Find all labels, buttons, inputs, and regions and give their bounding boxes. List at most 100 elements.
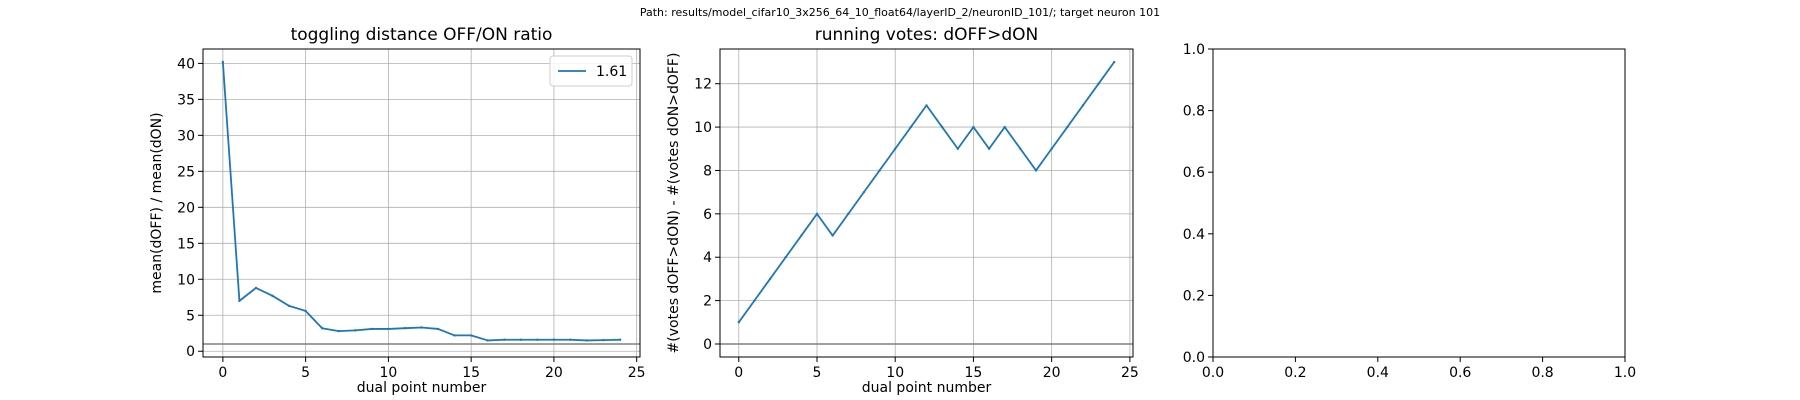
y-tick-label: 0 <box>186 344 195 360</box>
y-tick-label: 0.0 <box>1183 350 1205 366</box>
data-point <box>552 338 556 341</box>
y-tick-label: 10 <box>694 120 712 136</box>
data-point <box>894 147 897 150</box>
data-point <box>238 299 241 303</box>
data-point <box>420 326 423 329</box>
y-tick-label: 5 <box>186 308 195 324</box>
y-tick-label: 0.4 <box>1183 227 1205 243</box>
x-tick-label: 5 <box>301 365 310 381</box>
y-tick-label: 2 <box>703 294 712 310</box>
y-tick-label: 0 <box>703 337 712 353</box>
data-point <box>753 299 756 302</box>
x-tick-label: 15 <box>965 365 983 381</box>
legend-box <box>549 55 633 87</box>
data-point <box>354 329 357 332</box>
x-tick-label: 20 <box>545 365 563 381</box>
data-point <box>320 327 324 330</box>
data-point <box>254 286 258 290</box>
y-tick-label: 0.2 <box>1183 288 1205 304</box>
plot-frame <box>202 48 641 358</box>
data-point <box>519 338 523 341</box>
y-tick-label: 15 <box>177 236 195 252</box>
data-point <box>403 327 407 330</box>
data-point <box>486 339 489 342</box>
data-point <box>925 104 928 107</box>
x-tick-label: 20 <box>1043 365 1061 381</box>
y-tick-label: 8 <box>703 163 712 179</box>
data-point <box>878 169 881 172</box>
y-axis-label: #(votes dOFF>dON) - #(votes dON>dOFF) <box>666 53 682 354</box>
y-tick-label: 20 <box>177 200 195 216</box>
x-tick-label: 0.6 <box>1449 365 1471 381</box>
x-tick-label: 25 <box>628 365 646 381</box>
series-line-1 <box>738 61 1115 323</box>
data-point <box>1066 125 1069 129</box>
data-point <box>815 212 819 216</box>
data-point <box>800 234 803 237</box>
chart-panel-3: 0.0 0.2 0.4 0.6 0.8 1.0 0.0 0.2 0.4 0.6 0.8 1.0 <box>1183 42 1636 381</box>
data-point <box>862 190 866 194</box>
plot-frame <box>719 48 1134 358</box>
legend-entry: 1.61 <box>596 64 627 80</box>
data-point <box>1050 147 1053 150</box>
y-tick-label: 10 <box>177 272 195 288</box>
data-point <box>847 212 850 216</box>
x-tick-label: 25 <box>1121 365 1139 381</box>
chart-title: toggling distance OFF/ON ratio <box>291 25 553 45</box>
x-tick-label: 0 <box>218 365 227 381</box>
series-line-1 <box>221 61 621 342</box>
data-point <box>1034 169 1038 172</box>
data-point <box>768 277 772 281</box>
y-tick-label: 40 <box>177 56 195 72</box>
x-axis-label: dual point number <box>357 380 487 396</box>
data-point <box>337 329 340 333</box>
x-tick-label: 10 <box>379 365 397 381</box>
data-point <box>909 125 913 129</box>
x-tick-label: 1.0 <box>1614 365 1636 381</box>
x-tick-label: 0 <box>734 365 743 381</box>
data-point <box>469 334 473 337</box>
x-tick-label: 0.8 <box>1531 365 1553 381</box>
y-tick-label: 1.0 <box>1183 42 1205 58</box>
x-axis-label: dual point number <box>862 380 992 396</box>
x-tick-label: 15 <box>462 365 480 381</box>
data-point <box>987 147 991 150</box>
data-point <box>453 334 456 337</box>
data-point <box>271 294 274 298</box>
data-point <box>1081 104 1085 107</box>
chart-panel-2: 0 5 10 15 20 25 0 2 4 6 8 10 12 running votes: dOFF>d… <box>666 25 1139 396</box>
x-tick-label: 5 <box>813 365 822 381</box>
data-point <box>436 327 440 331</box>
y-axis-label: mean(dOFF) / mean(dON) <box>149 112 165 293</box>
y-tick-label: 30 <box>177 128 195 144</box>
data-point <box>831 234 834 237</box>
figure-suptitle: Path: results/model_cifar10_3x256_64_10_… <box>640 6 1160 19</box>
y-tick-label: 0.6 <box>1183 165 1205 181</box>
legend: 1.61 <box>549 55 633 87</box>
data-point <box>1003 125 1006 129</box>
data-point <box>1097 82 1100 85</box>
x-tick-label: 0.2 <box>1284 365 1306 381</box>
data-point <box>536 338 539 341</box>
data-point <box>737 321 740 324</box>
y-tick-label: 25 <box>177 164 195 180</box>
y-tick-label: 4 <box>703 250 712 266</box>
data-point <box>585 339 589 342</box>
x-tick-label: 0.0 <box>1202 365 1224 381</box>
chart-title: running votes: dOFF>dON <box>815 25 1038 45</box>
data-point <box>221 60 225 64</box>
data-point <box>387 327 390 331</box>
x-tick-label: 10 <box>886 365 904 381</box>
y-tick-label: 35 <box>177 92 195 108</box>
data-point <box>784 256 787 259</box>
data-point <box>287 304 291 308</box>
data-point <box>618 338 622 341</box>
data-point <box>1019 147 1022 150</box>
data-point <box>972 125 975 129</box>
data-point <box>304 309 307 313</box>
data-point <box>569 338 572 341</box>
chart-panel-1: 0 5 10 15 20 25 0 5 10 15 20 25 30 35 40 toggling dista… <box>149 25 646 396</box>
data-point <box>956 147 959 150</box>
